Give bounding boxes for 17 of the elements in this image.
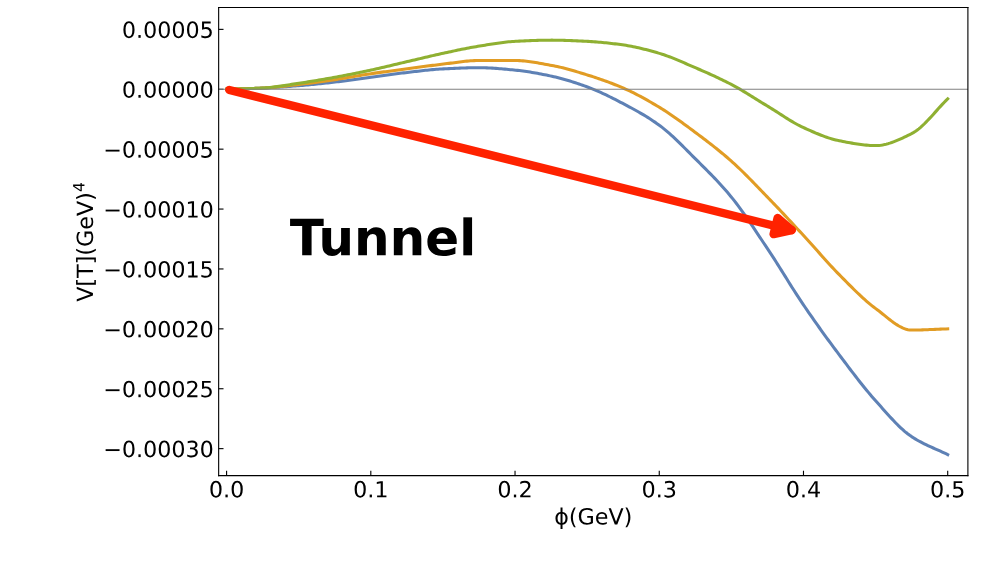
x-tick-label: 0.4 xyxy=(787,480,820,498)
y-tick-label: 0.00000 xyxy=(123,81,213,99)
x-tick-label: 0.3 xyxy=(643,480,676,498)
y-tick-label: −0.00025 xyxy=(105,380,212,398)
x-tick-label: 0.0 xyxy=(210,480,243,498)
x-tick-label: 0.2 xyxy=(498,480,531,498)
y-tick-label: −0.00030 xyxy=(105,440,213,458)
y-tick-label: −0.00010 xyxy=(105,201,213,218)
y-tick-label: 0.00005 xyxy=(123,21,212,39)
y-axis-title: V[T](GeV)$^{4}$ xyxy=(73,182,96,302)
annotation: Tunnel xyxy=(290,217,473,257)
y-tick-label: −0.00015 xyxy=(105,260,212,278)
x-tick-label: 0.5 xyxy=(931,480,964,498)
x-tick-label: 0.1 xyxy=(354,480,387,498)
y-tick-label: −0.00005 xyxy=(105,141,212,158)
x-axis-title: ϕ(GeV) xyxy=(555,507,631,530)
y-tick-label: −0.00020 xyxy=(105,320,213,338)
